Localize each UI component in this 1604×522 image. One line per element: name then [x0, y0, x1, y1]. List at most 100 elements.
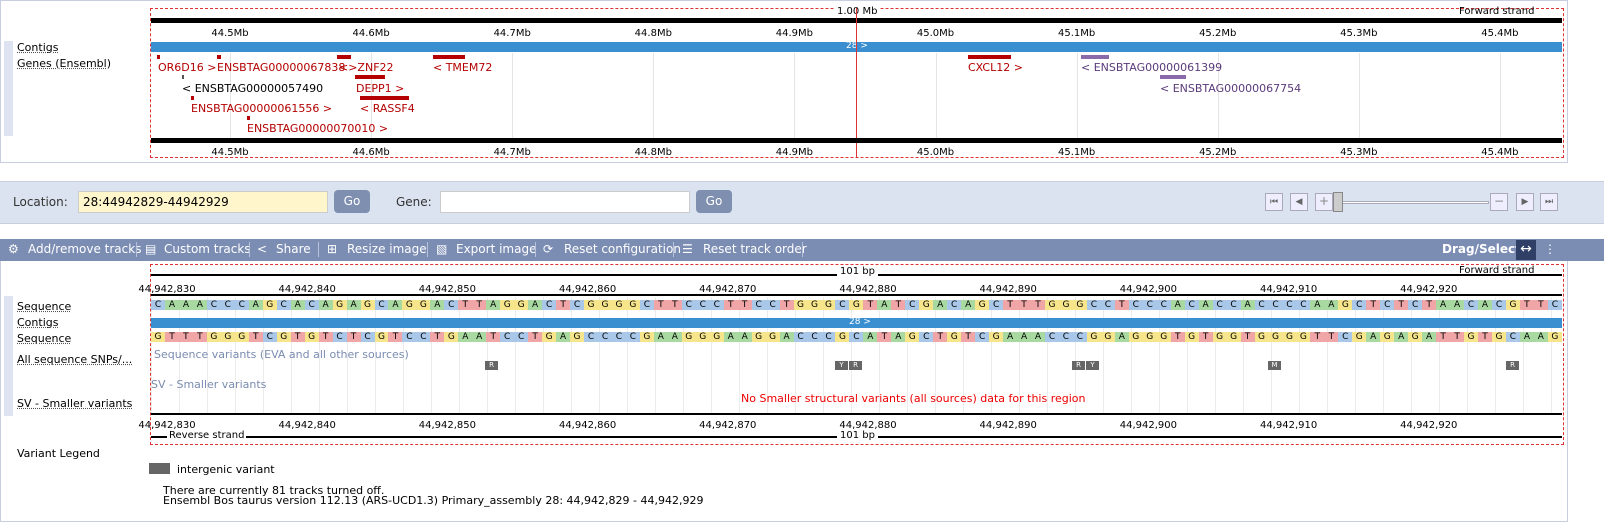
base[interactable]: C [584, 332, 598, 342]
location-input[interactable] [78, 191, 328, 213]
base[interactable]: T [1017, 300, 1032, 310]
base[interactable]: C [1408, 300, 1423, 310]
base[interactable]: A [1422, 332, 1437, 342]
base[interactable]: C [1156, 300, 1171, 310]
base[interactable]: C [514, 332, 529, 342]
base[interactable]: A [486, 300, 501, 310]
base[interactable]: C [1100, 300, 1115, 310]
base[interactable]: G [1464, 332, 1479, 342]
base[interactable]: G [1226, 332, 1241, 342]
gene-bar[interactable] [182, 75, 184, 79]
base[interactable]: A [877, 300, 892, 310]
base[interactable]: T [1170, 332, 1185, 342]
gene-label[interactable]: < ENSBTAG00000057490 [182, 82, 324, 95]
base[interactable]: C [821, 332, 836, 342]
base[interactable]: A [1003, 332, 1018, 342]
base[interactable]: T [1114, 300, 1129, 310]
snp-chip[interactable]: R [849, 361, 862, 370]
base[interactable]: T [961, 332, 976, 342]
base[interactable]: G [975, 300, 990, 310]
base[interactable]: G [1058, 300, 1073, 310]
base[interactable]: A [891, 332, 906, 342]
base[interactable]: T [737, 300, 752, 310]
base[interactable]: A [290, 300, 305, 310]
gene-bar[interactable] [157, 55, 160, 59]
gene-label[interactable]: DEPP1 > [356, 82, 405, 95]
base[interactable]: G [1128, 332, 1143, 342]
base[interactable]: A [164, 300, 179, 310]
track-label-sequence[interactable]: Sequence [17, 300, 72, 313]
base[interactable]: G [835, 332, 850, 342]
base[interactable]: C [570, 300, 585, 310]
base[interactable]: G [611, 300, 626, 310]
base[interactable]: C [598, 332, 612, 342]
base[interactable]: T [1240, 332, 1255, 342]
base[interactable]: A [653, 332, 668, 342]
base[interactable]: G [220, 332, 235, 342]
base[interactable]: G [542, 332, 557, 342]
step-forward-icon[interactable]: ▶ [1516, 193, 1534, 211]
gene-label[interactable]: CXCL12 > [968, 61, 1023, 74]
base[interactable]: C [919, 332, 934, 342]
base[interactable]: G [1086, 332, 1101, 342]
gene-label[interactable]: OR6D16 > [158, 61, 217, 74]
base[interactable]: A [1170, 300, 1185, 310]
base[interactable]: G [234, 332, 249, 342]
track-label-sv[interactable]: SV - Smaller variants [17, 397, 133, 410]
base[interactable]: G [1072, 300, 1087, 310]
base[interactable]: T [290, 332, 305, 342]
base[interactable]: G [919, 300, 934, 310]
base[interactable]: C [374, 300, 389, 310]
base[interactable]: C [262, 332, 277, 342]
base[interactable]: G [374, 332, 389, 342]
base[interactable]: G [1268, 332, 1283, 342]
track-label-snps[interactable]: All sequence SNPs/... [17, 353, 133, 366]
base[interactable]: C [1184, 300, 1199, 310]
base[interactable]: A [1198, 300, 1213, 310]
base[interactable]: G [1045, 300, 1059, 310]
base[interactable]: G [1282, 332, 1297, 342]
gene-bar[interactable] [433, 55, 465, 59]
snp-chip[interactable]: M [1268, 361, 1281, 370]
base[interactable]: G [709, 332, 724, 342]
base[interactable]: C [542, 300, 557, 310]
gene-input[interactable] [440, 191, 690, 213]
base[interactable]: A [458, 332, 473, 342]
base[interactable]: G [514, 300, 529, 310]
base[interactable]: A [737, 332, 752, 342]
step-back-icon[interactable]: ◀ [1290, 193, 1308, 211]
add-remove-tracks-button[interactable]: Add/remove tracks [28, 242, 142, 256]
base[interactable]: A [1114, 332, 1129, 342]
snp-chip[interactable]: Y [835, 361, 848, 370]
base[interactable]: G [151, 332, 165, 342]
track-label-contigs[interactable]: Contigs [17, 41, 59, 54]
base[interactable]: A [1519, 332, 1534, 342]
base[interactable]: C [234, 300, 249, 310]
base[interactable]: T [248, 332, 263, 342]
base[interactable]: A [961, 300, 976, 310]
gene-label[interactable]: ENSBTAG00000070010 > [247, 122, 389, 135]
gene-bar[interactable] [247, 116, 250, 120]
gene-label[interactable]: ENSBTAG00000067838 [217, 61, 346, 74]
base[interactable]: T [472, 300, 487, 310]
base[interactable]: G [1142, 332, 1157, 342]
base[interactable]: G [402, 300, 417, 310]
base[interactable]: T [1450, 332, 1465, 342]
gene-bar[interactable] [360, 96, 409, 100]
base[interactable]: C [1072, 332, 1087, 342]
gene-bar[interactable] [355, 75, 385, 79]
base[interactable]: G [989, 332, 1004, 342]
base[interactable]: A [1478, 300, 1492, 310]
base[interactable]: G [262, 300, 277, 310]
go-gene-button[interactable]: Go [696, 190, 732, 213]
base[interactable]: C [360, 332, 375, 342]
track-label-contigs-detail[interactable]: Contigs [17, 316, 59, 329]
gene-bar[interactable] [191, 96, 194, 100]
gene-label[interactable]: < TMEM72 [433, 61, 493, 74]
base[interactable]: T [178, 332, 193, 342]
base[interactable]: T [1519, 300, 1534, 310]
base[interactable]: G [905, 332, 920, 342]
base[interactable]: C [206, 300, 221, 310]
snp-chip[interactable]: R [1072, 361, 1085, 370]
gene-bar[interactable] [337, 55, 351, 59]
